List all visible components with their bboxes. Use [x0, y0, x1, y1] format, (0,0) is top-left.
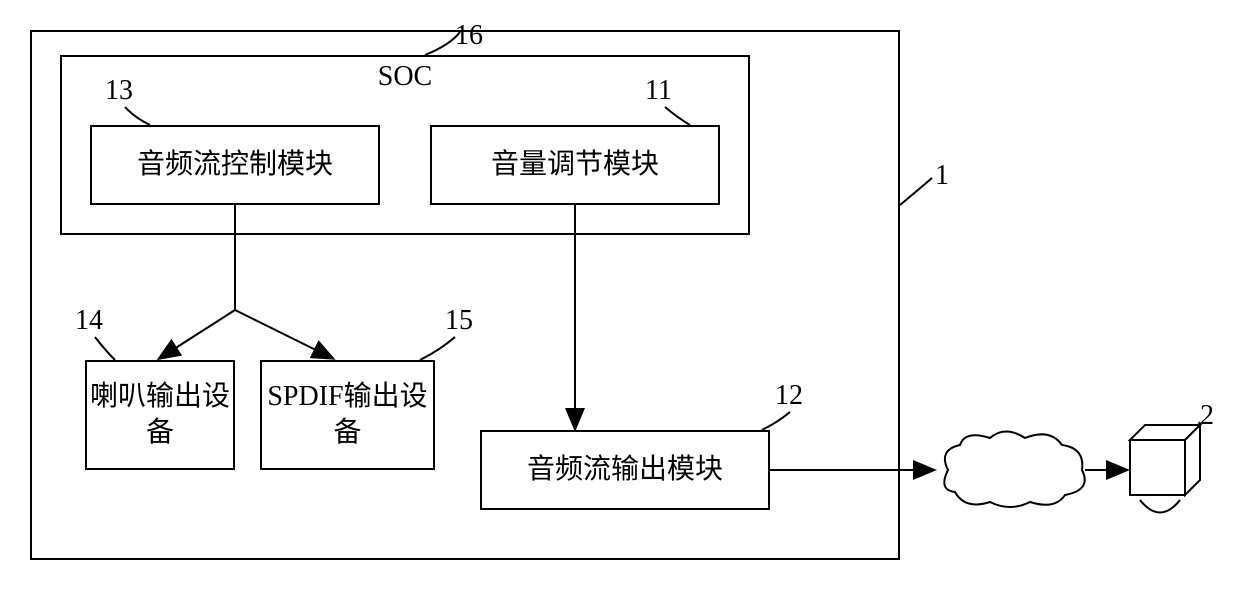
- spdif-output-device: SPDIF输出设备: [260, 360, 435, 470]
- leader-1: [900, 178, 932, 205]
- spdif-label: SPDIF输出设备: [262, 379, 433, 452]
- soc-title: SOC: [378, 61, 432, 93]
- speaker-output-device: 喇叭输出设备: [85, 360, 235, 470]
- label-12: 12: [775, 380, 803, 412]
- leader-2: [1187, 422, 1200, 440]
- label-14: 14: [75, 305, 103, 337]
- volume-adjust-module: 音量调节模块: [430, 125, 720, 205]
- audio-stream-output-module: 音频流输出模块: [480, 430, 770, 510]
- label-15: 15: [445, 305, 473, 337]
- device-icon: [1130, 425, 1200, 513]
- bluetooth-cloud-label: 蓝牙信号: [960, 452, 1064, 489]
- label-11: 11: [645, 75, 672, 107]
- volume-label: 音量调节模块: [491, 147, 659, 183]
- audio-out-label: 音频流输出模块: [527, 452, 723, 488]
- audio-stream-control-module: 音频流控制模块: [90, 125, 380, 205]
- label-16: 16: [455, 20, 483, 52]
- label-13: 13: [105, 75, 133, 107]
- speaker-label: 喇叭输出设备: [87, 379, 233, 452]
- label-2: 2: [1200, 400, 1214, 432]
- audio-ctrl-label: 音频流控制模块: [137, 147, 333, 183]
- label-1: 1: [935, 160, 949, 192]
